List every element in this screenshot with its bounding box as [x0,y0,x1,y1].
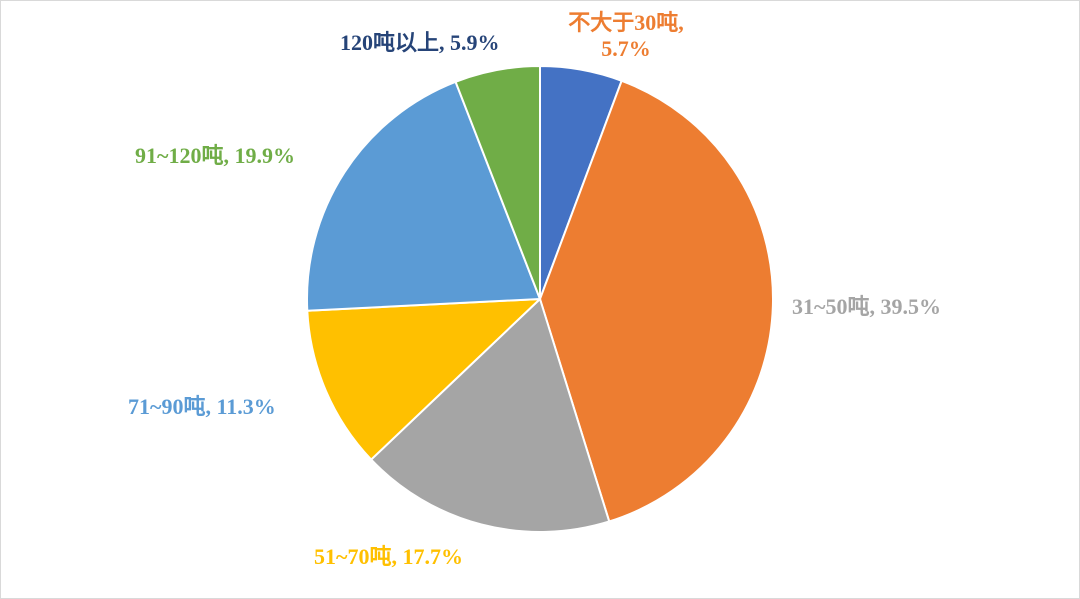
data-label-slice-5: 120吨以上, 5.9% [340,30,500,55]
data-label-slice-1: 31~50吨, 39.5% [792,294,941,319]
data-label-slice-4: 91~120吨, 19.9% [135,143,295,168]
data-label-slice-2: 51~70吨, 17.7% [314,544,463,569]
data-label-value: 5.9% [450,30,500,55]
data-label-category: 91~120吨 [135,143,224,168]
pie-slice-2 [370,298,611,533]
data-label-value: 39.5% [880,294,941,319]
data-label-value: 19.9% [234,143,295,168]
data-label-category: 51~70吨 [314,544,392,569]
pie-slice-3 [306,298,541,461]
data-label-value: 17.7% [402,544,463,569]
data-label-category: 不大于30吨 [568,10,679,35]
pie-slice-5 [454,65,541,300]
data-label-category: 71~90吨 [128,394,206,419]
pie-slice-1 [539,79,774,523]
pie-slice-4 [305,80,541,312]
data-label-value: 5.7% [601,36,651,61]
data-label-value: 11.3% [216,394,276,419]
data-label-category: 31~50吨 [792,294,870,319]
data-label-category: 120吨以上 [340,30,440,55]
data-label-slice-3: 71~90吨, 11.3% [128,394,276,419]
data-label-slice-0: 不大于30吨, 5.7% [568,10,684,61]
